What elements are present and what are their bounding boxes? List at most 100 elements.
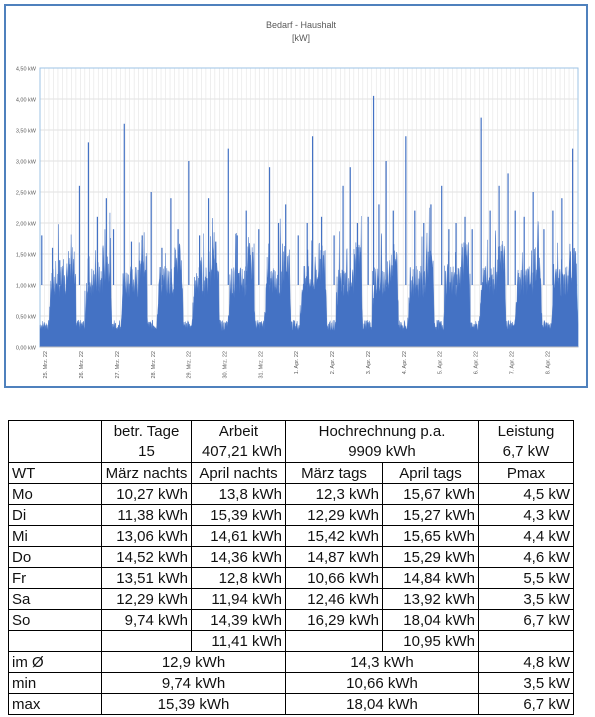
april-nachts-header: April nachts [191, 462, 286, 484]
maerz-tags-cell: 12,29 kWh [285, 504, 383, 526]
avg-pmax: 4,8 kW [478, 651, 574, 673]
maerz-tags-cell: 14,87 kWh [285, 546, 383, 568]
maerz-nachts-cell [101, 630, 192, 652]
maerz-tags-header: März tags [285, 462, 383, 484]
x-tick-label: 30. Mrz. 22 [223, 351, 229, 379]
april-tags-cell: 18,04 kWh [382, 609, 479, 631]
demand-chart: Bedarf - Haushalt [kW] 0,00 kW 0,50 kW 1,00 … [16, 20, 579, 379]
demand-area [39, 207, 579, 348]
maerz-nachts-cell: 9,74 kWh [101, 609, 192, 631]
table-row: WT März nachts April nachts März tags Ap… [8, 462, 574, 484]
table-row: 11,41 kWh 10,95 kWh [8, 630, 574, 652]
y-tick-label: 3,00 kW [16, 160, 37, 166]
april-nachts-cell: 11,41 kWh [191, 630, 286, 652]
april-tags-cell: 14,84 kWh [382, 567, 479, 589]
weekday-label: Di [8, 504, 102, 526]
x-tick-label: 7. Apr. 22 [509, 351, 515, 374]
pmax-cell: 4,4 kW [478, 525, 574, 547]
x-tick-label: 26. Mrz. 22 [79, 351, 85, 379]
avg-tags: 14,3 kWh [285, 651, 479, 673]
april-nachts-cell: 11,94 kWh [191, 588, 286, 610]
y-tick-label: 4,50 kW [16, 67, 37, 73]
april-tags-cell: 15,67 kWh [382, 483, 479, 505]
y-tick-label: 2,50 kW [16, 191, 37, 197]
x-tick-label: 8. Apr. 22 [545, 351, 551, 374]
table-row: Mi 13,06 kWh 14,61 kWh 15,42 kWh 15,65 kWh 4,… [8, 525, 574, 547]
y-tick-label: 0,50 kW [16, 315, 37, 321]
april-nachts-cell: 12,8 kWh [191, 567, 286, 589]
april-nachts-cell: 14,39 kWh [191, 609, 286, 631]
x-tick-label: 5. Apr. 22 [438, 351, 444, 374]
april-tags-cell: 15,65 kWh [382, 525, 479, 547]
leistung-value: 6,7 kW [478, 441, 574, 463]
maerz-tags-cell [285, 630, 383, 652]
maerz-nachts-cell: 13,51 kWh [101, 567, 192, 589]
arbeit-header: Arbeit [191, 420, 286, 442]
april-nachts-cell: 14,36 kWh [191, 546, 286, 568]
april-tags-header: April tags [382, 462, 479, 484]
april-nachts-cell: 13,8 kWh [191, 483, 286, 505]
leistung-header: Leistung [478, 420, 574, 442]
hochrechnung-header: Hochrechnung p.a. [285, 420, 479, 442]
weekday-label: Mo [8, 483, 102, 505]
maerz-tags-cell: 15,42 kWh [285, 525, 383, 547]
table-row: 15 407,21 kWh 9909 kWh 6,7 kW [8, 441, 574, 463]
max-label: max [8, 693, 102, 715]
x-tick-label: 28. Mrz. 22 [151, 351, 157, 379]
x-tick-label: 1. Apr. 22 [294, 351, 300, 374]
table-row: Mo 10,27 kWh 13,8 kWh 12,3 kWh 15,67 kWh 4,5 … [8, 483, 574, 505]
weekday-label: Sa [8, 588, 102, 610]
pmax-cell: 4,3 kW [478, 504, 574, 526]
y-tick-label: 0,00 kW [16, 346, 37, 352]
maerz-nachts-cell: 13,06 kWh [101, 525, 192, 547]
weekday-label: Do [8, 546, 102, 568]
table-row: Di 11,38 kWh 15,39 kWh 12,29 kWh 15,27 kWh 4,… [8, 504, 574, 526]
weekday-label: So [8, 609, 102, 631]
pmax-cell: 4,5 kW [478, 483, 574, 505]
pmax-cell [478, 630, 574, 652]
maerz-nachts-header: März nachts [101, 462, 192, 484]
tage-value: 15 [101, 441, 192, 463]
min-nachts: 9,74 kWh [101, 672, 286, 694]
y-tick-label: 1,00 kW [16, 284, 37, 290]
arbeit-value: 407,21 kWh [191, 441, 286, 463]
chart-title: Bedarf - Haushalt [266, 20, 337, 30]
maerz-nachts-cell: 10,27 kWh [101, 483, 192, 505]
maerz-nachts-cell: 14,52 kWh [101, 546, 192, 568]
table-row: Fr 13,51 kWh 12,8 kWh 10,66 kWh 14,84 kWh 5,5… [8, 567, 574, 589]
max-nachts: 15,39 kWh [101, 693, 286, 715]
y-tick-label: 4,00 kW [16, 98, 37, 104]
weekday-rows: Mo 10,27 kWh 13,8 kWh 12,3 kWh 15,67 kWh 4,5 … [8, 483, 574, 652]
pmax-cell: 4,6 kW [478, 546, 574, 568]
maerz-tags-cell: 12,46 kWh [285, 588, 383, 610]
x-tick-label: 29. Mrz. 22 [187, 351, 193, 379]
april-tags-cell: 15,27 kWh [382, 504, 479, 526]
x-tick-label: 2. Apr. 22 [330, 351, 336, 374]
april-tags-cell: 15,29 kWh [382, 546, 479, 568]
april-nachts-cell: 15,39 kWh [191, 504, 286, 526]
betr-tage-header: betr. Tage [101, 420, 192, 442]
y-tick-label: 2,00 kW [16, 222, 37, 228]
y-tick-label: 3,50 kW [16, 129, 37, 135]
x-tick-label: 25. Mrz. 22 [43, 351, 49, 379]
max-tags: 18,04 kWh [285, 693, 479, 715]
maerz-tags-cell: 12,3 kWh [285, 483, 383, 505]
x-tick-label: 6. Apr. 22 [474, 351, 480, 374]
table-row: Sa 12,29 kWh 11,94 kWh 12,46 kWh 13,92 kWh 3,… [8, 588, 574, 610]
min-tags: 10,66 kWh [285, 672, 479, 694]
avg-nachts: 12,9 kWh [101, 651, 286, 673]
x-tick-label: 4. Apr. 22 [402, 351, 408, 374]
maerz-nachts-cell: 11,38 kWh [101, 504, 192, 526]
april-nachts-cell: 14,61 kWh [191, 525, 286, 547]
april-tags-cell: 10,95 kWh [382, 630, 479, 652]
pmax-cell: 3,5 kW [478, 588, 574, 610]
consumption-table: betr. Tage Arbeit Hochrechnung p.a. Leis… [8, 420, 574, 715]
y-tick-label: 1,50 kW [16, 253, 37, 259]
table-row: min 9,74 kWh 10,66 kWh 3,5 kW [8, 672, 574, 694]
table-row: max 15,39 kWh 18,04 kWh 6,7 kW [8, 693, 574, 715]
x-tick-label: 27. Mrz. 22 [115, 351, 121, 379]
table-row: betr. Tage Arbeit Hochrechnung p.a. Leis… [8, 420, 574, 442]
weekday-label: Fr [8, 567, 102, 589]
avg-label: im Ø [8, 651, 102, 673]
pmax-cell: 5,5 kW [478, 567, 574, 589]
